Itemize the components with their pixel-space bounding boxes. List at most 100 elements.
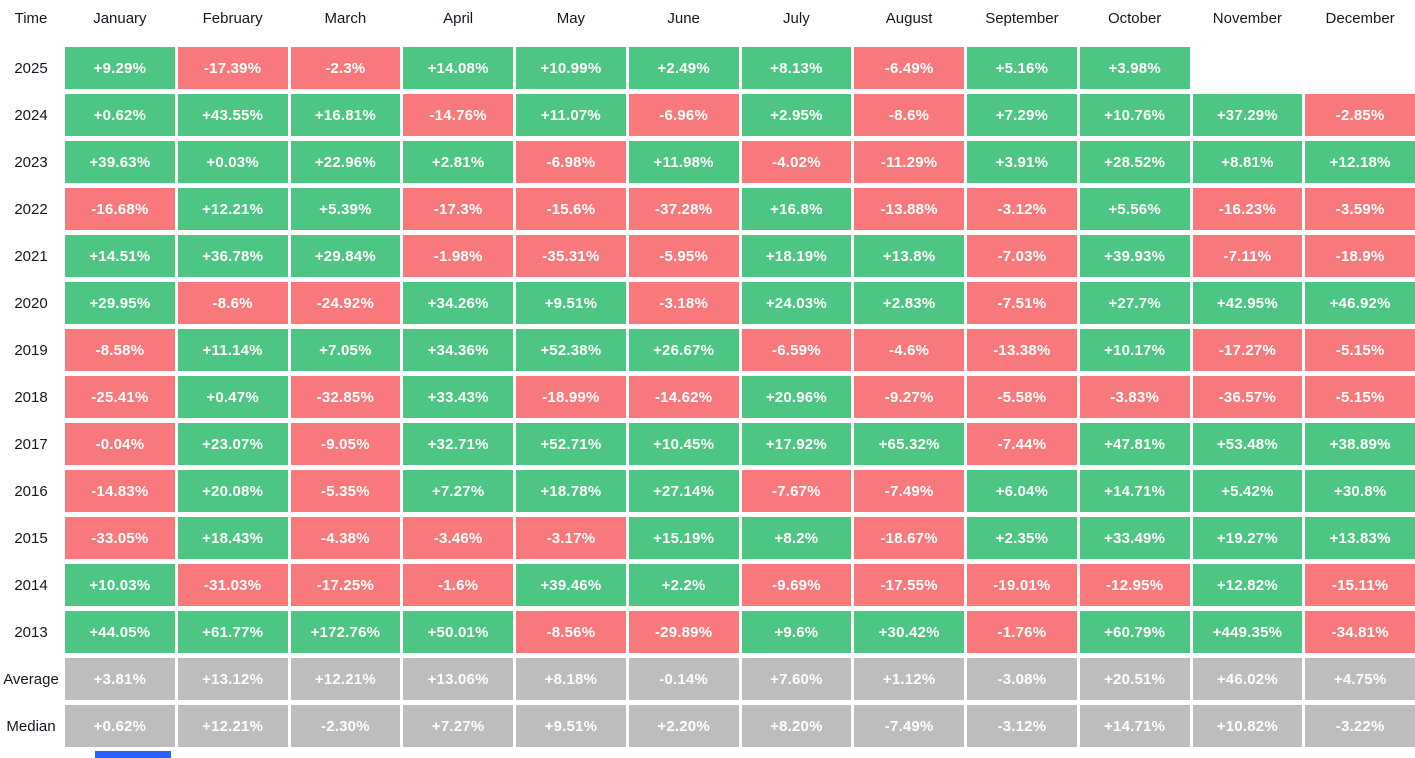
return-cell: -4.6% [854,329,964,371]
return-cell: +26.67% [628,329,739,371]
return-cell: +20.08% [177,470,288,512]
return-cell: +11.07% [516,94,626,136]
return-cell: -2.30% [290,705,401,747]
return-cell: -4.02% [741,141,852,183]
row-label-2016: 2016 [0,470,62,512]
return-cell: +23.07% [177,423,288,465]
return-cell: -17.25% [290,564,401,606]
return-cell: -3.12% [967,705,1077,747]
return-cell: -12.95% [1079,564,1190,606]
return-cell: -3.59% [1305,188,1415,230]
return-cell: +18.78% [516,470,626,512]
return-cell: +4.75% [1305,658,1415,700]
return-cell: +65.32% [854,423,964,465]
return-cell: -33.05% [65,517,175,559]
return-cell: -3.12% [967,188,1077,230]
return-cell: +34.36% [403,329,513,371]
return-cell: +5.16% [967,47,1077,89]
return-cell: +19.27% [1192,517,1303,559]
return-cell: +20.96% [741,376,852,418]
return-cell: -3.17% [516,517,626,559]
month-header-april: April [403,0,513,36]
month-header-june: June [628,0,739,36]
month-header-february: February [177,0,288,36]
return-cell: +2.2% [628,564,739,606]
return-cell: +12.18% [1305,141,1415,183]
return-cell: +39.93% [1079,235,1190,277]
return-cell: +60.79% [1079,611,1190,653]
return-cell: +53.48% [1192,423,1303,465]
return-cell: -7.67% [741,470,852,512]
return-cell: +2.49% [628,47,739,89]
return-cell: -7.11% [1192,235,1303,277]
row-label-2020: 2020 [0,282,62,324]
return-cell: +2.95% [741,94,852,136]
return-cell: +14.71% [1079,470,1190,512]
return-cell: -16.23% [1192,188,1303,230]
return-cell: +5.39% [290,188,401,230]
return-cell: -13.88% [854,188,964,230]
return-cell: -8.56% [516,611,626,653]
return-cell: -9.27% [854,376,964,418]
return-cell: +449.35% [1192,611,1303,653]
return-cell: -9.05% [290,423,401,465]
return-cell: +15.19% [628,517,739,559]
return-cell: +9.51% [516,282,626,324]
return-cell: +33.49% [1079,517,1190,559]
month-header-may: May [516,0,626,36]
return-cell: +42.95% [1192,282,1303,324]
return-cell: -34.81% [1305,611,1415,653]
return-cell: +8.13% [741,47,852,89]
return-cell: -18.67% [854,517,964,559]
return-cell: +9.51% [516,705,626,747]
return-cell: +13.8% [854,235,964,277]
row-label-2025: 2025 [0,47,62,89]
return-cell: -32.85% [290,376,401,418]
row-label-2015: 2015 [0,517,62,559]
return-cell: +0.03% [177,141,288,183]
return-cell: -17.55% [854,564,964,606]
return-cell: +14.51% [65,235,175,277]
return-cell: -6.49% [854,47,964,89]
return-cell: +12.21% [290,658,401,700]
return-cell: -7.51% [967,282,1077,324]
return-cell: -17.3% [403,188,513,230]
return-cell: +0.62% [65,705,175,747]
return-cell: +27.14% [628,470,739,512]
row-label-2013: 2013 [0,611,62,653]
return-cell: +0.62% [65,94,175,136]
return-cell: -5.35% [290,470,401,512]
return-cell: +28.52% [1079,141,1190,183]
empty-cell [1193,47,1303,89]
return-cell: -2.3% [290,47,401,89]
return-cell: +29.84% [290,235,401,277]
row-label-2019: 2019 [0,329,62,371]
return-cell: +8.81% [1192,141,1303,183]
return-cell: +29.95% [65,282,175,324]
return-cell: +5.42% [1192,470,1303,512]
return-cell: +3.81% [65,658,175,700]
return-cell: +6.04% [967,470,1077,512]
return-cell: -7.49% [854,470,964,512]
return-cell: -7.44% [967,423,1077,465]
return-cell: +61.77% [177,611,288,653]
return-cell: -14.76% [403,94,513,136]
return-cell: +34.26% [403,282,513,324]
return-cell: -5.95% [628,235,739,277]
return-cell: +10.45% [628,423,739,465]
return-cell: -17.27% [1192,329,1303,371]
return-cell: -6.98% [516,141,626,183]
return-cell: +47.81% [1079,423,1190,465]
return-cell: -24.92% [290,282,401,324]
return-cell: +14.71% [1079,705,1190,747]
return-cell: +16.81% [290,94,401,136]
return-cell: +2.35% [967,517,1077,559]
return-cell: -25.41% [65,376,175,418]
return-cell: +9.29% [65,47,175,89]
return-cell: -8.58% [65,329,175,371]
return-cell: +12.21% [177,705,288,747]
month-header-july: July [741,0,852,36]
return-cell: +11.14% [177,329,288,371]
return-cell: -29.89% [628,611,739,653]
